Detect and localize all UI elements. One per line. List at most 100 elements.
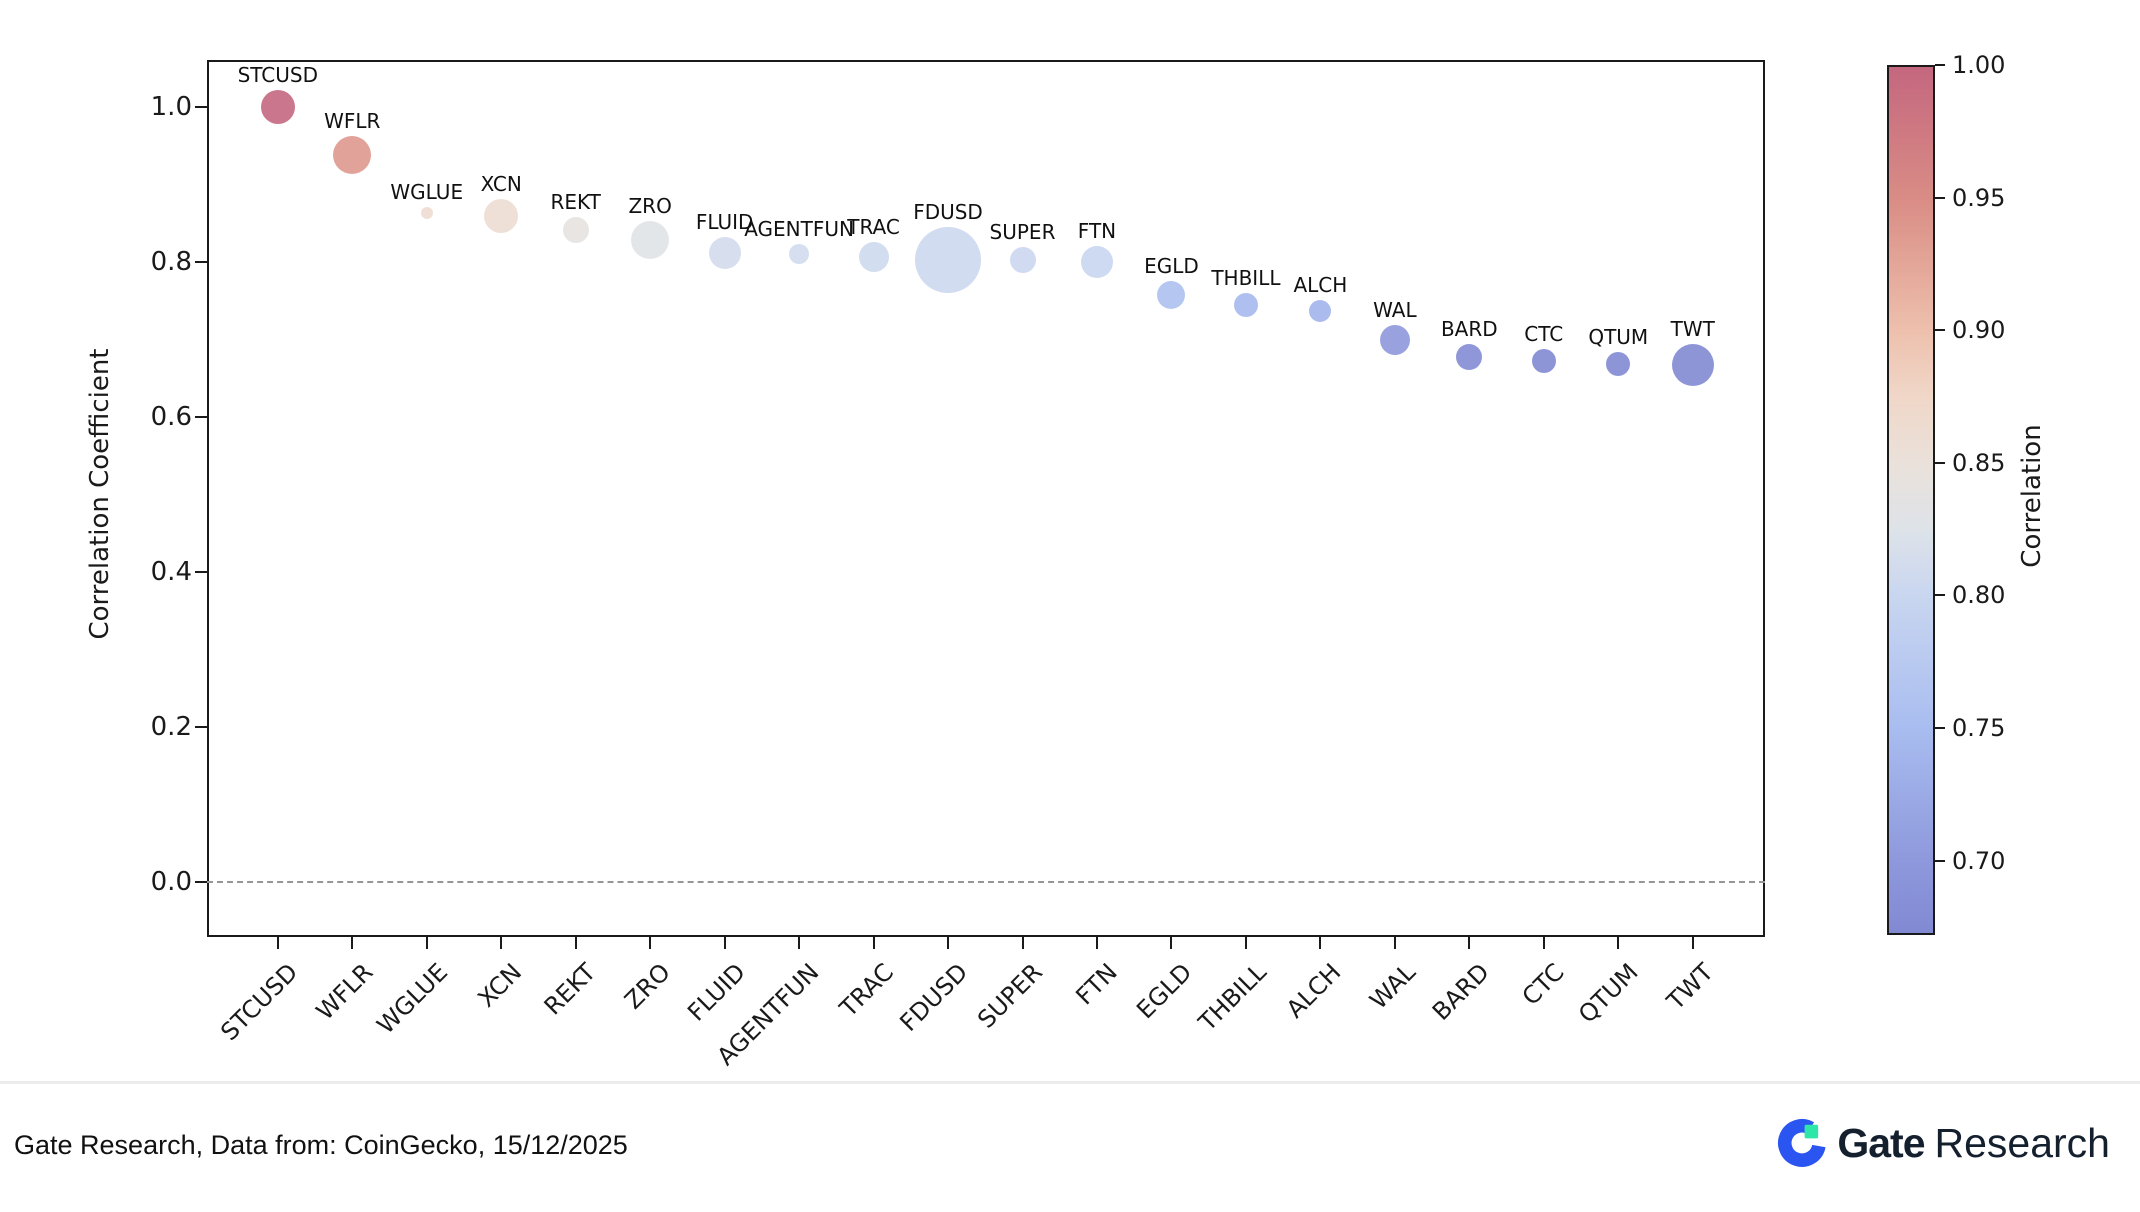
data-bubble — [484, 198, 519, 233]
x-axis-tick — [276, 937, 279, 949]
x-axis-tick — [1095, 937, 1098, 949]
colorbar-tick-label: 0.70 — [1952, 846, 2006, 875]
x-axis-tick-label: TRAC — [834, 958, 900, 1023]
x-axis-tick-label: SUPER — [972, 958, 1049, 1034]
x-axis-tick — [872, 937, 875, 949]
data-bubble-label: TRAC — [847, 215, 900, 240]
data-bubble-label: CTC — [1524, 322, 1564, 347]
data-bubble-label: ZRO — [628, 193, 672, 218]
colorbar-title: Correlation — [2017, 424, 2047, 568]
x-axis-tick — [574, 937, 577, 949]
x-axis-tick-label: FTN — [1070, 958, 1123, 1011]
data-bubble — [420, 207, 433, 220]
x-axis-tick-label: QTUM — [1573, 958, 1645, 1029]
y-axis-tick — [195, 261, 207, 263]
data-bubble — [333, 136, 372, 175]
x-axis-tick-label: ZRO — [619, 958, 676, 1015]
y-axis-tick-label: 0.2 — [150, 712, 192, 742]
y-axis-tick — [195, 106, 207, 108]
y-axis-tick-label: 0.0 — [150, 867, 192, 897]
x-axis-tick — [1542, 937, 1545, 949]
plot-area — [207, 60, 1765, 937]
data-bubble — [260, 90, 295, 124]
y-axis-tick — [195, 726, 207, 728]
y-axis-tick-label: 0.8 — [150, 247, 192, 277]
x-axis-tick-label: BARD — [1427, 958, 1496, 1026]
colorbar-tick-label: 0.85 — [1952, 448, 2006, 477]
x-axis-tick-label: FDUSD — [894, 958, 974, 1037]
x-axis-tick — [1393, 937, 1396, 949]
data-bubble-label: BARD — [1440, 317, 1498, 342]
x-axis-tick-label: THBILL — [1193, 958, 1272, 1037]
colorbar-tick — [1935, 461, 1945, 464]
y-axis-tick — [195, 416, 207, 418]
brand-logo: Gate Research — [1777, 1118, 2110, 1168]
data-bubble — [1233, 293, 1258, 318]
data-bubble — [708, 236, 741, 269]
data-bubble-label: SUPER — [989, 220, 1056, 245]
data-bubble-label: FLUID — [695, 209, 754, 234]
x-axis-tick-label: FLUID — [681, 958, 751, 1027]
data-bubble — [1379, 325, 1410, 356]
data-bubble — [1309, 299, 1332, 322]
y-axis-tick-label: 1.0 — [150, 92, 192, 122]
x-axis-tick-label: REKT — [538, 958, 602, 1021]
data-bubble-label: AGENTFUN — [744, 217, 854, 242]
x-axis-tick-label: WFLR — [310, 958, 379, 1026]
y-axis-tick-label: 0.4 — [150, 557, 192, 587]
data-bubble-label: WAL — [1373, 298, 1417, 323]
x-axis-tick-label: CTC — [1516, 958, 1570, 1011]
data-bubble — [562, 217, 589, 244]
colorbar-tick — [1935, 594, 1945, 597]
data-bubble — [1080, 246, 1113, 278]
data-bubble — [858, 242, 889, 273]
x-axis-tick — [425, 937, 428, 949]
brand-name-bold: Gate — [1837, 1119, 1925, 1166]
data-bubble-label: WGLUE — [390, 180, 464, 205]
colorbar-tick — [1935, 727, 1945, 730]
x-axis-tick — [1021, 937, 1024, 949]
x-axis-tick — [649, 937, 652, 949]
x-axis-tick — [1468, 937, 1471, 949]
colorbar — [1887, 65, 1935, 935]
data-bubble-label: XCN — [480, 171, 522, 196]
data-bubble — [1157, 281, 1186, 310]
data-bubble — [789, 244, 810, 265]
colorbar-tick — [1935, 859, 1945, 862]
y-axis-tick — [195, 571, 207, 573]
x-axis-tick — [947, 937, 950, 949]
colorbar-tick-label: 0.95 — [1952, 183, 2006, 212]
data-bubble-label: WFLR — [324, 109, 381, 134]
data-bubble — [1009, 247, 1036, 274]
data-bubble — [915, 226, 982, 293]
data-bubble — [631, 220, 670, 259]
colorbar-tick-label: 0.80 — [1952, 581, 2006, 610]
y-axis-tick-label: 0.6 — [150, 402, 192, 432]
x-axis-tick-label: STCUSD — [215, 958, 304, 1047]
x-axis-tick-label: EGLD — [1131, 958, 1198, 1025]
brand-name-regular: Research — [1934, 1119, 2110, 1166]
y-axis-title: Correlation Coefficient — [85, 348, 115, 640]
data-bubble-label: FTN — [1077, 219, 1117, 243]
x-axis-tick — [1691, 937, 1694, 949]
x-axis-tick — [1244, 937, 1247, 949]
x-axis-tick — [723, 937, 726, 949]
data-bubble-label: EGLD — [1144, 254, 1199, 279]
colorbar-tick-label: 1.00 — [1952, 51, 2006, 79]
data-bubble-label: TWT — [1670, 317, 1715, 342]
y-axis-tick — [195, 881, 207, 883]
x-axis-tick — [1170, 937, 1173, 949]
x-axis-tick — [500, 937, 503, 949]
data-bubble-label: QTUM — [1588, 324, 1649, 349]
data-bubble-label: THBILL — [1211, 266, 1281, 291]
data-bubble — [1456, 344, 1483, 371]
data-bubble-label: ALCH — [1293, 272, 1348, 297]
colorbar-tick-label: 0.90 — [1952, 316, 2006, 345]
footer-divider — [0, 1081, 2140, 1084]
colorbar-tick — [1935, 329, 1945, 332]
colorbar-tick — [1935, 64, 1945, 66]
x-axis-tick-label: TWT — [1661, 958, 1719, 1016]
gate-logo-icon — [1778, 1119, 1826, 1167]
x-axis-tick-label: XCN — [472, 958, 528, 1013]
x-axis-tick-label: ALCH — [1280, 958, 1347, 1024]
